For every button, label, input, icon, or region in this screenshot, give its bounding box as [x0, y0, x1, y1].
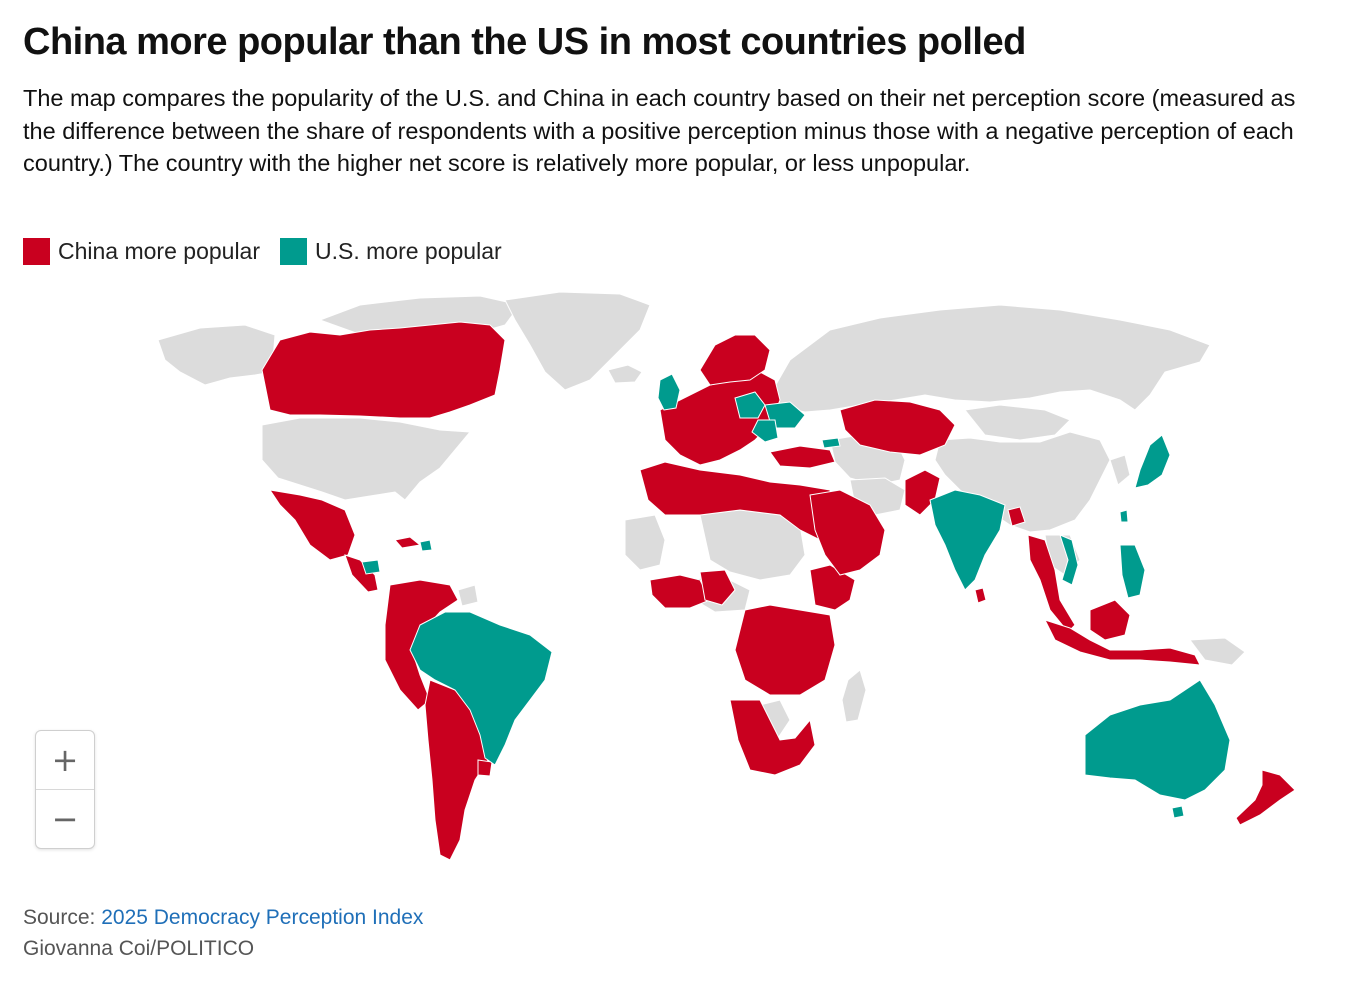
region-tasmania	[1171, 805, 1185, 819]
zoom-out-button[interactable]: −	[51, 800, 79, 838]
legend-label-us: U.S. more popular	[315, 238, 502, 264]
region-taiwan	[1119, 509, 1129, 523]
chart-subtitle: The map compares the popularity of the U…	[23, 85, 1296, 176]
region-iceland	[607, 364, 643, 384]
countries-us-more-popular	[361, 373, 1231, 819]
zoom-in-button[interactable]: +	[36, 731, 94, 790]
region-alaska	[157, 324, 276, 386]
region-greenland	[504, 291, 651, 391]
region-nigeria	[699, 569, 736, 606]
region-uruguay	[477, 759, 493, 777]
legend-label-china: China more popular	[58, 238, 261, 264]
region-australia	[1084, 679, 1231, 801]
region-kazakhstan	[839, 399, 956, 456]
region-indonesia	[1044, 619, 1201, 666]
region-caribbean	[394, 536, 422, 549]
region-east-africa	[734, 604, 836, 696]
land-no-data	[157, 291, 1246, 739]
region-new-zealand	[1235, 769, 1296, 826]
legend-swatch-china	[23, 238, 50, 265]
region-romania	[751, 419, 779, 443]
legend-item-us: U.S. more popular	[280, 238, 502, 265]
region-uk	[657, 373, 681, 411]
source-link[interactable]: 2025 Democracy Perception Index	[101, 906, 424, 929]
region-georgia	[821, 437, 841, 449]
region-china	[934, 431, 1111, 533]
legend: China more popular U.S. more popular	[23, 238, 502, 265]
region-madagascar	[841, 669, 867, 723]
chart-title: China more popular than the US in most c…	[23, 21, 1026, 63]
region-korea	[1109, 454, 1131, 486]
zoom-control: + −	[35, 730, 95, 849]
region-japan	[1134, 434, 1171, 489]
region-canada	[261, 321, 506, 419]
legend-swatch-us	[280, 238, 308, 265]
region-mongolia	[964, 404, 1071, 441]
region-bangladesh	[1007, 506, 1026, 527]
region-guyana	[457, 584, 479, 607]
region-west-africa-nodata	[624, 514, 666, 571]
region-west-africa	[649, 574, 711, 609]
credit-line: Giovanna Coi/POLITICO	[23, 937, 255, 960]
region-borneo-sulawesi	[1089, 599, 1131, 641]
region-vietnam	[1059, 534, 1079, 586]
world-map[interactable]	[0, 280, 1346, 880]
region-horn-of-africa	[809, 564, 856, 611]
countries-china-more-popular	[261, 321, 1296, 861]
region-png	[1189, 637, 1246, 666]
region-india	[929, 489, 1006, 591]
region-mexico	[268, 489, 356, 561]
region-turkey	[769, 445, 836, 469]
region-scandinavia	[699, 334, 771, 386]
region-central-europe	[734, 391, 766, 419]
region-honduras	[361, 559, 381, 575]
region-usa	[261, 417, 472, 501]
region-arabia	[809, 489, 886, 576]
region-brazil	[409, 611, 553, 766]
legend-item-china: China more popular	[23, 238, 260, 265]
region-russia	[769, 304, 1211, 413]
region-sri-lanka	[974, 587, 987, 604]
region-dominican-republic	[419, 539, 433, 552]
source-line: Source: 2025 Democracy Perception Index	[23, 906, 423, 930]
region-southern-africa	[729, 699, 816, 776]
region-philippines	[1119, 544, 1146, 599]
region-central-america	[344, 554, 379, 593]
source-prefix: Source:	[23, 906, 96, 929]
